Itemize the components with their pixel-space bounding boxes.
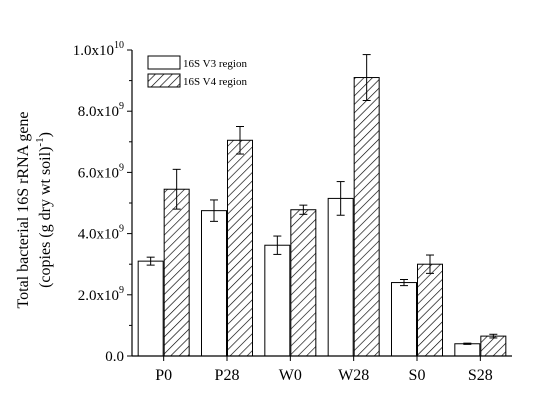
error-bar-W28-v3	[336, 181, 345, 216]
error-bar-P28-v3	[210, 199, 218, 222]
legend: 16S V3 region 16S V4 region	[147, 55, 247, 88]
legend-label-v4: 16S V4 region	[183, 76, 247, 88]
x-tick-label: S28	[468, 367, 493, 384]
bar-S0-v4	[417, 263, 443, 357]
bar-S28-v4	[480, 335, 507, 357]
y-tick-label: 2.0x109	[78, 285, 124, 304]
y-tick-label: 0.0	[105, 349, 124, 365]
bar-P0-v3	[137, 260, 164, 357]
y-tick-label: 1.0x1010	[73, 40, 124, 59]
bar-P28-v3	[201, 210, 227, 357]
bar-S0-v3	[391, 282, 417, 357]
error-bar-P0-v3	[146, 256, 155, 266]
bar-W0-v4	[290, 209, 317, 357]
x-tick-label: P0	[155, 367, 172, 384]
error-bar-W0-v4	[299, 204, 308, 215]
legend-swatch-v3	[147, 55, 181, 70]
y-axis-ticks: 0.0 2.0x109 4.0x109 6.0x109 8.0x109 1.0x1010	[73, 40, 132, 365]
bar-W28-v3	[327, 197, 354, 357]
bars	[137, 77, 507, 357]
error-bar-S28-v4	[489, 333, 498, 339]
legend-swatch-v4	[147, 73, 181, 88]
x-tick-label: W0	[279, 367, 302, 384]
error-bar-P0-v4	[172, 168, 181, 210]
bar-W0-v3	[264, 244, 291, 357]
error-bar-S28-v3	[463, 342, 472, 345]
y-axis-label-line2: (copies (g dry wt soil)-1)	[34, 132, 54, 288]
legend-label-v3: 16S V3 region	[183, 58, 247, 70]
axes	[131, 50, 512, 357]
y-tick-label: 4.0x109	[78, 224, 124, 243]
y-axis-label: Total bacterial 16S rRNA gene (copies (g…	[15, 111, 54, 308]
x-tick-label: S0	[409, 367, 426, 384]
bar-S28-v3	[454, 343, 481, 357]
error-bars	[146, 54, 498, 345]
x-axis-ticks: P0 P28 W0 W28 S0 S28	[155, 356, 493, 384]
error-bar-W28-v4	[362, 54, 371, 101]
y-tick-label: 8.0x109	[78, 101, 124, 120]
y-tick-label: 6.0x109	[78, 162, 124, 181]
x-tick-label: P28	[215, 367, 240, 384]
error-bar-S0-v3	[400, 279, 408, 287]
bar-P28-v4	[227, 139, 253, 357]
y-axis-label-line1: Total bacterial 16S rRNA gene	[15, 111, 32, 308]
error-bar-W0-v3	[273, 235, 282, 255]
error-bar-S0-v4	[426, 254, 434, 274]
x-tick-label: W28	[338, 367, 369, 384]
error-bar-P28-v4	[236, 126, 244, 155]
bar-W28-v4	[353, 77, 380, 357]
bar-P0-v4	[163, 188, 190, 357]
